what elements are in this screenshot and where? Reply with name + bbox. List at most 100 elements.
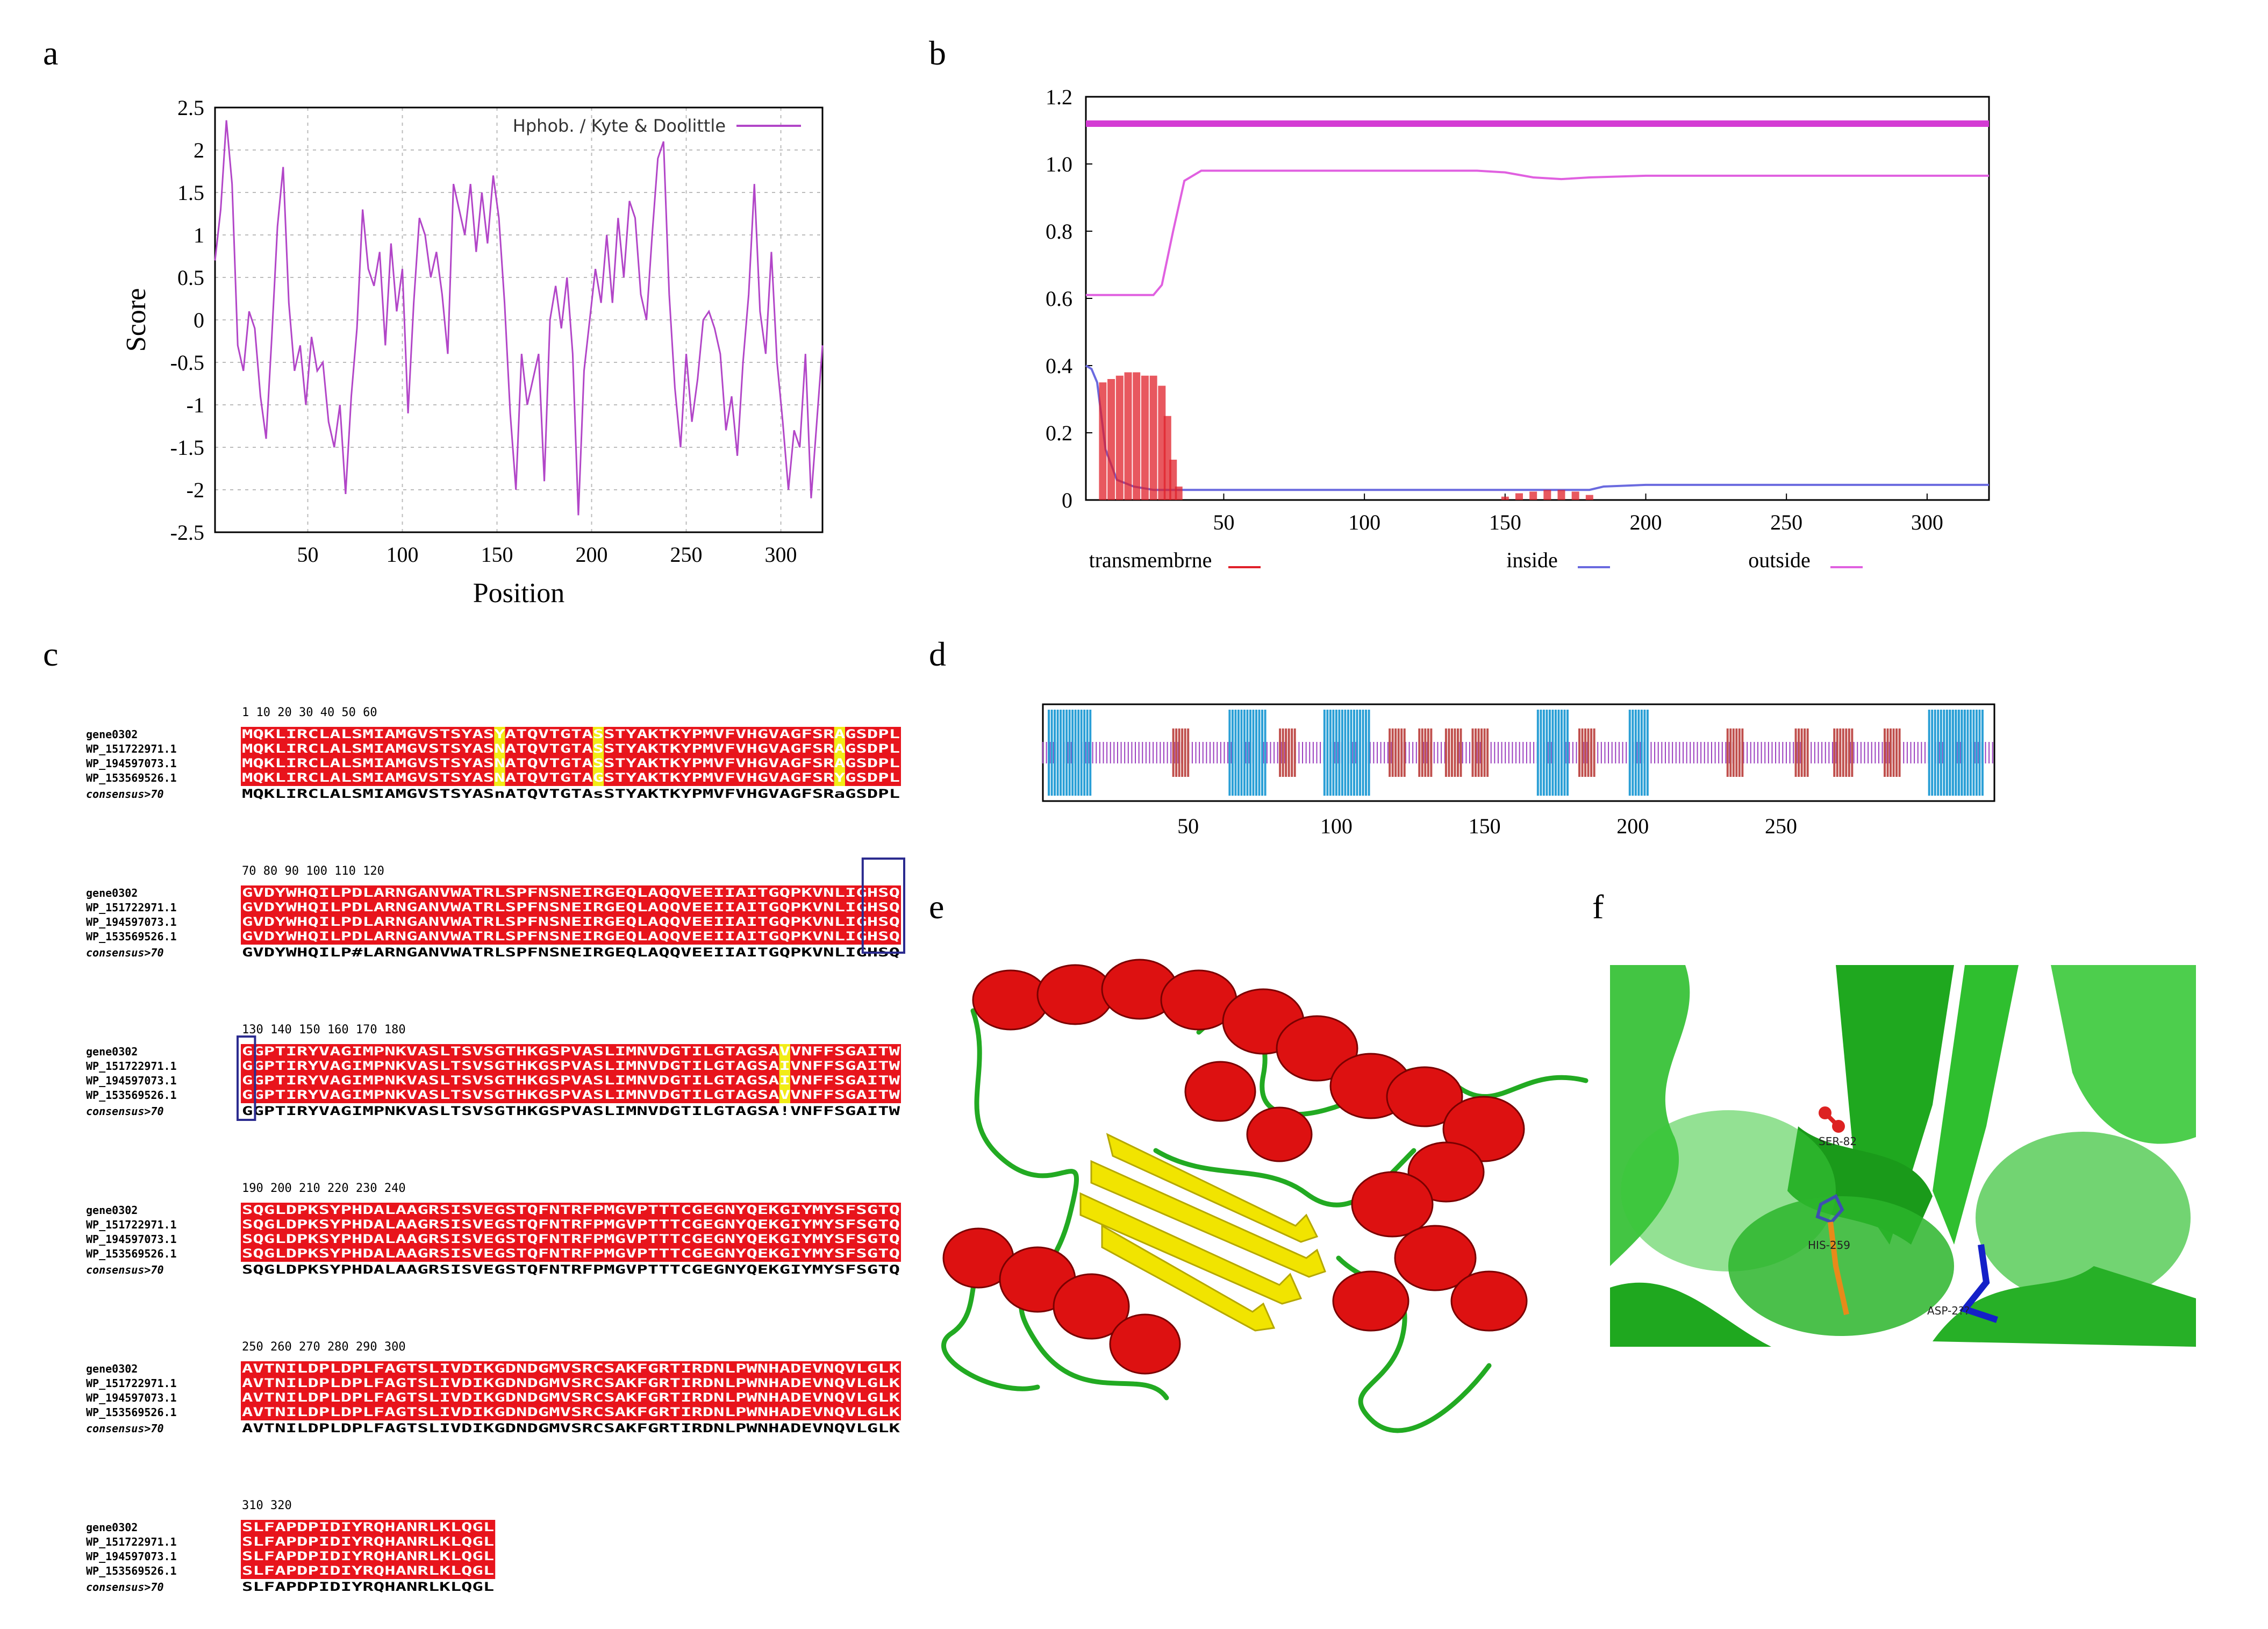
transmembrane-bar [1133, 372, 1141, 500]
conserved-block [241, 1203, 901, 1262]
alignment-position-ruler: 130 140 150 160 170 180 [242, 1023, 406, 1037]
y-tick-label: 1.5 [177, 181, 204, 205]
x-tick-label: 100 [1320, 814, 1353, 838]
green-cartoon-background [1610, 965, 2196, 1347]
sequence-name: WP_151722971.1 [86, 901, 177, 914]
sequence-row: MQKLIRCLALSMIAMGVSTSYASYATQVTGTASSTYAKTK… [242, 728, 900, 741]
panel-letter-d: d [929, 635, 946, 673]
consensus-row: AVTNILDPLDPLFAGTSLIVDIKGDNDGMVSRCSAKFGRT… [242, 1422, 900, 1435]
y-tick-label: 2 [194, 138, 204, 162]
conserved-block [241, 1044, 901, 1103]
hydrophobicity-chart: 50 100 150 200 250 300 -2.5 -2 -1.5 -1 -0.5 0 0.5 1 1.… [121, 97, 824, 609]
x-tick-label: 100 [1348, 510, 1380, 534]
protein-3d-structure-image [941, 959, 1589, 1433]
consensus-label: consensus>70 [86, 946, 164, 959]
secondary-structure-track: 50 100 150 200 250 [1042, 703, 1995, 838]
residue-sticks [1815, 1106, 1998, 1323]
y-tick-label: 0.6 [1046, 287, 1072, 311]
legend-label: transmembrne [1089, 548, 1212, 572]
y-tick-label: -1.5 [170, 435, 204, 460]
x-tick-label: 250 [1770, 510, 1802, 534]
y-tick-label: 0.2 [1046, 421, 1072, 445]
y-tick-label: -0.5 [170, 351, 204, 375]
sequence-name: WP_153569526.1 [86, 1406, 177, 1419]
variable-column [592, 727, 604, 786]
sequence-row: AVTNILDPLDPLFAGTSLIVDIKGDNDGMVSRCSAKFGRT… [242, 1391, 900, 1405]
sequence-row: AVTNILDPLDPLFAGTSLIVDIKGDNDGMVSRCSAKFGRT… [242, 1362, 900, 1376]
sequence-row: GGPTIRYVAGIMPNKVASLTSVSGTHKGSPVASLIMNVDG… [242, 1074, 900, 1088]
hydrophobicity-line [214, 120, 824, 516]
transmembrane-bar [1571, 491, 1579, 500]
residue-label-his: HIS-259 [1808, 1239, 1850, 1252]
beta-sheet-strands [1079, 1133, 1326, 1332]
consensus-label: consensus>70 [86, 1263, 164, 1276]
variable-column [494, 727, 505, 786]
transmembrane-chart: 0 0.2 0.4 0.6 0.8 1.0 1.2 50 100 150 200 250 300 tran… [1046, 85, 1990, 572]
consensus-label: consensus>70 [86, 788, 164, 801]
sequence-alignment: 1 10 20 30 40 50 60 gene0302 MQKLIRCLALSMI… [86, 706, 906, 1594]
x-tick-label: 150 [1489, 510, 1521, 534]
panel-letter-e: e [929, 888, 945, 926]
transmembrane-bar [1175, 487, 1183, 500]
plot-frame [214, 106, 824, 533]
sequence-row: GGPTIRYVAGIMPNKVASLTSVSGTHKGSPVASLIMNVDG… [242, 1089, 900, 1102]
active-site-box [237, 1035, 256, 1121]
x-tick-label: 300 [765, 542, 797, 567]
transmembrane-bar [1149, 375, 1157, 500]
sequence-name: WP_153569526.1 [86, 930, 177, 943]
sequence-row: SLFAPDPIDIYRQHANRLKLQGL [242, 1521, 494, 1534]
x-tick-label: 250 [670, 542, 703, 567]
alignment-position-ruler: 190 200 210 220 230 240 [242, 1182, 406, 1195]
y-tick-label: -1 [187, 393, 204, 417]
sequence-name: gene0302 [86, 1362, 138, 1375]
conserved-block [241, 885, 901, 945]
sequence-row: GGPTIRYVAGIMPNKVASLTSVSGTHKGSPVASLIMNVDG… [242, 1045, 900, 1059]
sequence-name: WP_153569526.1 [86, 771, 177, 784]
x-tick-label: 200 [1629, 510, 1662, 534]
x-tick-label: 100 [387, 542, 419, 567]
y-axis-label: Score [121, 288, 152, 352]
transmembrane-bar [1115, 375, 1124, 500]
transmembrane-bar [1501, 496, 1509, 500]
alpha-helices [942, 959, 1528, 1375]
y-tick-label: 1 [194, 223, 204, 247]
sequence-row: SQGLDPKSYPHDALAAGRSISVEGSTQFNTRFPMGVPTTT… [242, 1204, 900, 1217]
residue-label-asp: ASP-2?? [1927, 1304, 1970, 1317]
transmembrane-bar [1543, 490, 1551, 500]
sequence-name: WP_153569526.1 [86, 1089, 177, 1102]
x-tick-label: 150 [1469, 814, 1501, 838]
sequence-row: GGPTIRYVAGIMPNKVASLTSVSGTHKGSPVASLIMNVDG… [242, 1060, 900, 1073]
sequence-name: gene0302 [86, 728, 138, 741]
transmembrane-bar [1557, 490, 1565, 500]
sequence-name: WP_153569526.1 [86, 1564, 177, 1577]
x-tick-label: 50 [1177, 814, 1199, 838]
inside-line [1085, 365, 1989, 491]
sequence-name: WP_194597073.1 [86, 1391, 177, 1404]
x-tick-label: 200 [1616, 814, 1649, 838]
sequence-row: GVDYWHQILPDLARNGANVWATRLSPFNSNEIRGEQLAQQ… [242, 901, 900, 914]
x-tick-label: 50 [297, 542, 318, 567]
alignment-position-ruler: 1 10 20 30 40 50 60 [242, 706, 377, 719]
sequence-row: SLFAPDPIDIYRQHANRLKLQGL [242, 1535, 494, 1549]
y-tick-label: 0.4 [1046, 354, 1072, 378]
sequence-name: gene0302 [86, 1204, 138, 1217]
sequence-name: gene0302 [86, 1045, 138, 1058]
sequence-row: MQKLIRCLALSMIAMGVSTSYASNATQVTGTASSTYAKTK… [242, 742, 900, 756]
sequence-row: GVDYWHQILPDLARNGANVWATRLSPFNSNEIRGEQLAQQ… [242, 930, 900, 944]
sequence-name: WP_151722971.1 [86, 1218, 177, 1231]
y-tick-label: 0 [194, 308, 204, 332]
x-axis-label: Position [473, 578, 565, 609]
sequence-row: MQKLIRCLALSMIAMGVSTSYASNATQVTGTAGSTYAKTK… [242, 771, 900, 785]
transmembrane-bar [1529, 491, 1537, 500]
sequence-name: WP_151722971.1 [86, 1535, 177, 1548]
panel-letter-f: f [1592, 888, 1604, 926]
y-tick-label: 0 [1062, 488, 1072, 512]
sequence-row: SQGLDPKSYPHDALAAGRSISVEGSTQFNTRFPMGVPTTT… [242, 1218, 900, 1232]
legend-label: inside [1506, 548, 1558, 572]
transmembrane-bar [1124, 372, 1132, 500]
y-tick-label: -2 [187, 478, 204, 502]
sequence-name: WP_194597073.1 [86, 1074, 177, 1087]
y-tick-label: -2.5 [170, 520, 204, 545]
sequence-name: WP_151722971.1 [86, 742, 177, 755]
outside-line [1086, 169, 1989, 296]
